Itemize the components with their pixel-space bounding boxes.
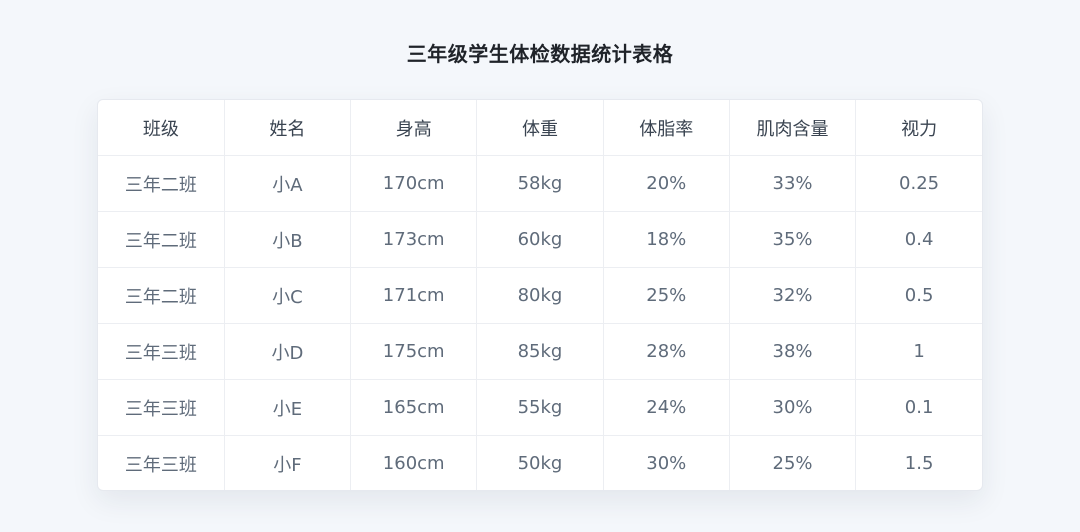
table-cell: 175cm [350,323,478,380]
table-cell: 三年三班 [98,379,225,436]
table-cell: 小C [224,267,352,324]
table-header-cell: 视力 [855,100,982,156]
table-cell: 50kg [476,435,604,490]
table-header-cell: 班级 [98,100,225,156]
table-cell: 30% [603,435,730,490]
table-cell: 1 [855,323,982,380]
table-cell: 80kg [476,267,604,324]
table-cell: 60kg [476,211,604,268]
table-cell: 38% [729,323,857,380]
table-cell: 0.25 [855,155,982,212]
table-header-cell: 肌肉含量 [729,100,857,156]
table-header-cell: 身高 [350,100,478,156]
table-cell: 24% [603,379,730,436]
table-cell: 160cm [350,435,478,490]
table-cell: 20% [603,155,730,212]
table-cell: 小F [224,435,352,490]
table-cell: 小B [224,211,352,268]
table-row: 三年三班 小F 160cm 50kg 30% 25% 1.5 [98,435,982,490]
table-cell: 25% [729,435,857,490]
table-cell: 33% [729,155,857,212]
table-header-cell: 体重 [476,100,604,156]
table-cell: 25% [603,267,730,324]
table-cell: 30% [729,379,857,436]
table-header-cell: 体脂率 [603,100,730,156]
table-header: 班级 姓名 身高 体重 体脂率 肌肉含量 视力 [98,100,982,156]
table-cell: 0.4 [855,211,982,268]
table-cell: 35% [729,211,857,268]
table-row: 三年二班 小C 171cm 80kg 25% 32% 0.5 [98,267,982,324]
table-cell: 0.5 [855,267,982,324]
table-cell: 三年二班 [98,155,225,212]
table-cell: 55kg [476,379,604,436]
table-row: 三年二班 小B 173cm 60kg 18% 35% 0.4 [98,211,982,268]
table-row: 三年二班 小A 170cm 58kg 20% 33% 0.25 [98,155,982,212]
data-table-container: 班级 姓名 身高 体重 体脂率 肌肉含量 视力 三年二班 小A 170cm 58… [97,99,983,491]
table-header-row: 班级 姓名 身高 体重 体脂率 肌肉含量 视力 [98,100,982,156]
table-header-cell: 姓名 [224,100,352,156]
table-cell: 173cm [350,211,478,268]
table-cell: 小E [224,379,352,436]
table-cell: 1.5 [904,453,934,474]
page-title: 三年级学生体检数据统计表格 [406,42,674,66]
table-cell: 三年二班 [98,211,225,268]
table-cell: 小A [224,155,352,212]
table-row: 三年三班 小E 165cm 55kg 24% 30% 0.1 [98,379,982,436]
table-cell: 小D [224,323,352,380]
table-cell: 三年三班 [98,435,225,490]
table-cell: 三年二班 [98,267,225,324]
table-cell: 0.1 [855,379,982,436]
table-cell: 170cm [350,155,478,212]
table-cell: 58kg [476,155,604,212]
table-cell: 28% [603,323,730,380]
table-body: 三年二班 小A 170cm 58kg 20% 33% 0.25 三年二班 小B … [98,155,982,490]
table-cell: 18% [603,211,730,268]
table-cell: 32% [729,267,857,324]
table-cell: 85kg [476,323,604,380]
student-health-table: 班级 姓名 身高 体重 体脂率 肌肉含量 视力 三年二班 小A 170cm 58… [98,100,982,490]
table-cell: 171cm [350,267,478,324]
table-row: 三年三班 小D 175cm 85kg 28% 38% 1 [98,323,982,380]
table-cell: 165cm [350,379,478,436]
table-cell: 三年三班 [98,323,225,380]
